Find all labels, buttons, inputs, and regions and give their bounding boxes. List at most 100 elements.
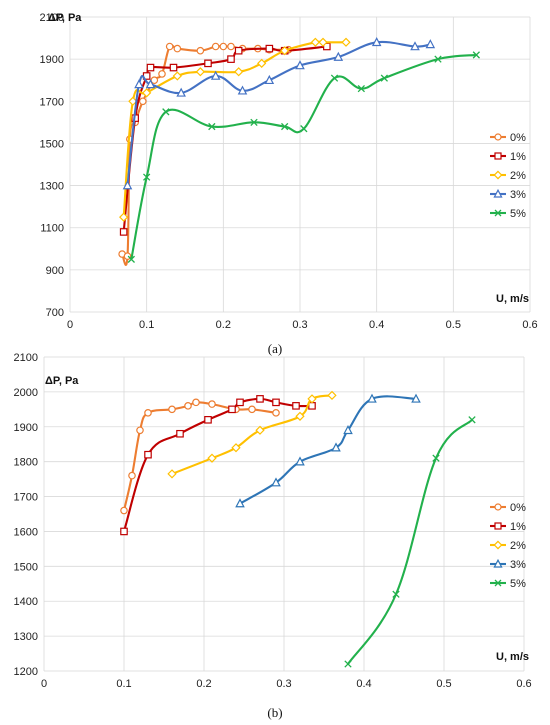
data-point xyxy=(146,63,155,72)
data-point xyxy=(142,88,152,98)
data-point xyxy=(344,660,352,668)
series-line xyxy=(126,40,431,186)
data-point xyxy=(392,590,400,598)
x-tick-label: 0.6 xyxy=(516,678,531,690)
x-tick-label: 0.1 xyxy=(116,678,131,690)
data-point xyxy=(144,450,152,459)
data-point xyxy=(237,85,248,95)
data-point xyxy=(265,44,274,53)
data-point xyxy=(255,425,265,435)
y-axis-title: ΔP, Pa xyxy=(45,375,79,387)
legend-marker xyxy=(494,209,502,217)
data-point xyxy=(196,46,205,55)
data-point xyxy=(272,409,280,417)
data-point xyxy=(300,125,308,133)
data-point xyxy=(434,55,442,63)
data-point xyxy=(143,173,151,181)
chart-b: 1200 1300 1400 1500 1600 1700 1800 1900 2000 2100… xyxy=(14,352,532,720)
data-point xyxy=(281,122,289,131)
x-tick-label: 0.2 xyxy=(196,678,211,690)
data-point xyxy=(145,79,156,89)
figure-caption: (b) xyxy=(267,705,282,720)
data-point xyxy=(292,402,300,410)
data-point xyxy=(195,67,205,77)
legend-marker xyxy=(494,522,502,530)
y-tick-label: 1800 xyxy=(14,457,38,469)
data-point xyxy=(167,469,177,479)
legend-label: 0% xyxy=(510,502,526,514)
data-point xyxy=(127,255,135,263)
data-point xyxy=(280,46,290,56)
data-point xyxy=(318,37,328,47)
data-point xyxy=(235,498,245,508)
data-point xyxy=(211,42,220,51)
series-1pct xyxy=(120,395,316,536)
series-line xyxy=(347,419,473,665)
series-3pct xyxy=(122,37,436,190)
y-axis-title: ΔP, Pa xyxy=(48,12,82,24)
x-tick-label: 0.5 xyxy=(436,678,451,690)
data-point xyxy=(120,506,128,515)
data-point xyxy=(236,398,244,407)
data-point xyxy=(380,74,388,82)
data-point xyxy=(234,46,243,55)
legend: 0% 1% 2% 3% 5% xyxy=(490,132,526,220)
data-point xyxy=(331,442,341,452)
data-point xyxy=(234,67,244,77)
y-tick-label: 2000 xyxy=(14,387,38,399)
legend-label: 5% xyxy=(510,578,526,590)
legend-marker xyxy=(493,540,503,550)
data-point xyxy=(139,97,147,106)
series-line xyxy=(130,53,477,260)
data-point xyxy=(295,456,305,466)
x-tick-label: 0.1 xyxy=(139,319,154,331)
y-tick-label: 1900 xyxy=(40,54,64,66)
figure-caption: (a) xyxy=(268,341,282,356)
data-point xyxy=(330,74,339,82)
data-point xyxy=(173,44,182,53)
y-tick-label: 900 xyxy=(46,265,64,277)
data-point xyxy=(295,411,305,421)
data-point xyxy=(172,71,182,81)
data-point xyxy=(432,454,440,462)
data-point xyxy=(425,39,436,49)
y-tick-label: 2100 xyxy=(14,352,38,364)
data-point xyxy=(227,42,235,51)
legend-marker xyxy=(493,558,503,568)
x-tick-label: 0.2 xyxy=(216,319,231,331)
data-point xyxy=(367,393,377,403)
data-point xyxy=(227,55,235,63)
series-2pct xyxy=(167,390,337,479)
data-point xyxy=(169,63,178,72)
series-2pct xyxy=(119,37,351,222)
data-point xyxy=(165,42,174,51)
data-point xyxy=(371,37,382,47)
y-tick-label: 700 xyxy=(46,307,64,319)
y-tick-label: 2100 xyxy=(40,12,64,24)
legend-label: 2% xyxy=(510,540,526,552)
data-point xyxy=(411,393,421,403)
data-point xyxy=(256,395,264,403)
data-point xyxy=(128,471,136,480)
y-tick-label: 1700 xyxy=(14,492,38,504)
data-point xyxy=(176,87,186,97)
legend-marker xyxy=(494,133,502,141)
legend-label: 2% xyxy=(510,170,526,182)
data-point xyxy=(264,74,275,85)
y-tick-label: 1500 xyxy=(40,138,64,150)
data-point xyxy=(119,212,129,222)
data-point xyxy=(307,394,317,404)
legend-marker xyxy=(494,579,502,587)
legend: 0% 1% 2% 3% 5% xyxy=(490,502,526,590)
series-0pct xyxy=(120,398,280,515)
data-point xyxy=(341,37,351,47)
data-point xyxy=(310,37,320,47)
x-tick-label: 0.3 xyxy=(276,678,291,690)
data-point xyxy=(176,429,184,438)
y-tick-label: 1100 xyxy=(40,223,64,235)
data-point xyxy=(120,527,128,536)
data-point xyxy=(231,443,241,453)
legend-marker xyxy=(494,503,502,511)
legend-marker xyxy=(494,152,502,160)
